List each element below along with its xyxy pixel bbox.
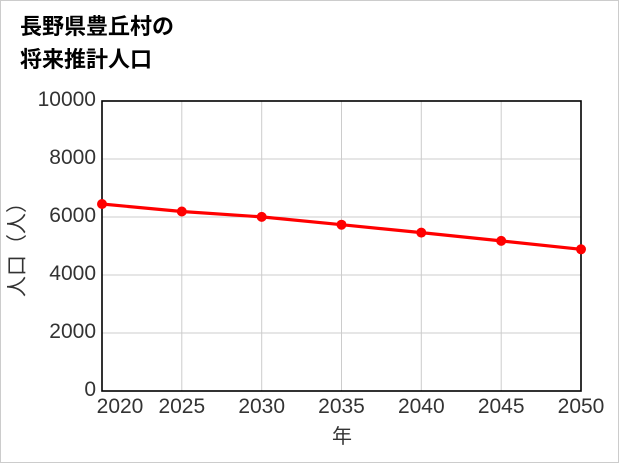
svg-text:2020: 2020 xyxy=(97,395,144,418)
svg-text:2030: 2030 xyxy=(238,395,285,418)
svg-text:2050: 2050 xyxy=(558,395,605,418)
svg-text:10000: 10000 xyxy=(38,88,96,111)
svg-text:4000: 4000 xyxy=(49,262,96,285)
svg-text:2000: 2000 xyxy=(49,320,96,343)
svg-text:2025: 2025 xyxy=(158,395,205,418)
svg-text:人口（人）: 人口（人） xyxy=(1,192,31,297)
svg-text:8000: 8000 xyxy=(49,146,96,169)
svg-text:6000: 6000 xyxy=(49,204,96,227)
svg-text:年: 年 xyxy=(332,420,352,449)
svg-text:2045: 2045 xyxy=(478,395,525,418)
svg-text:2035: 2035 xyxy=(318,395,365,418)
svg-text:2040: 2040 xyxy=(398,395,445,418)
svg-text:0: 0 xyxy=(84,378,96,401)
